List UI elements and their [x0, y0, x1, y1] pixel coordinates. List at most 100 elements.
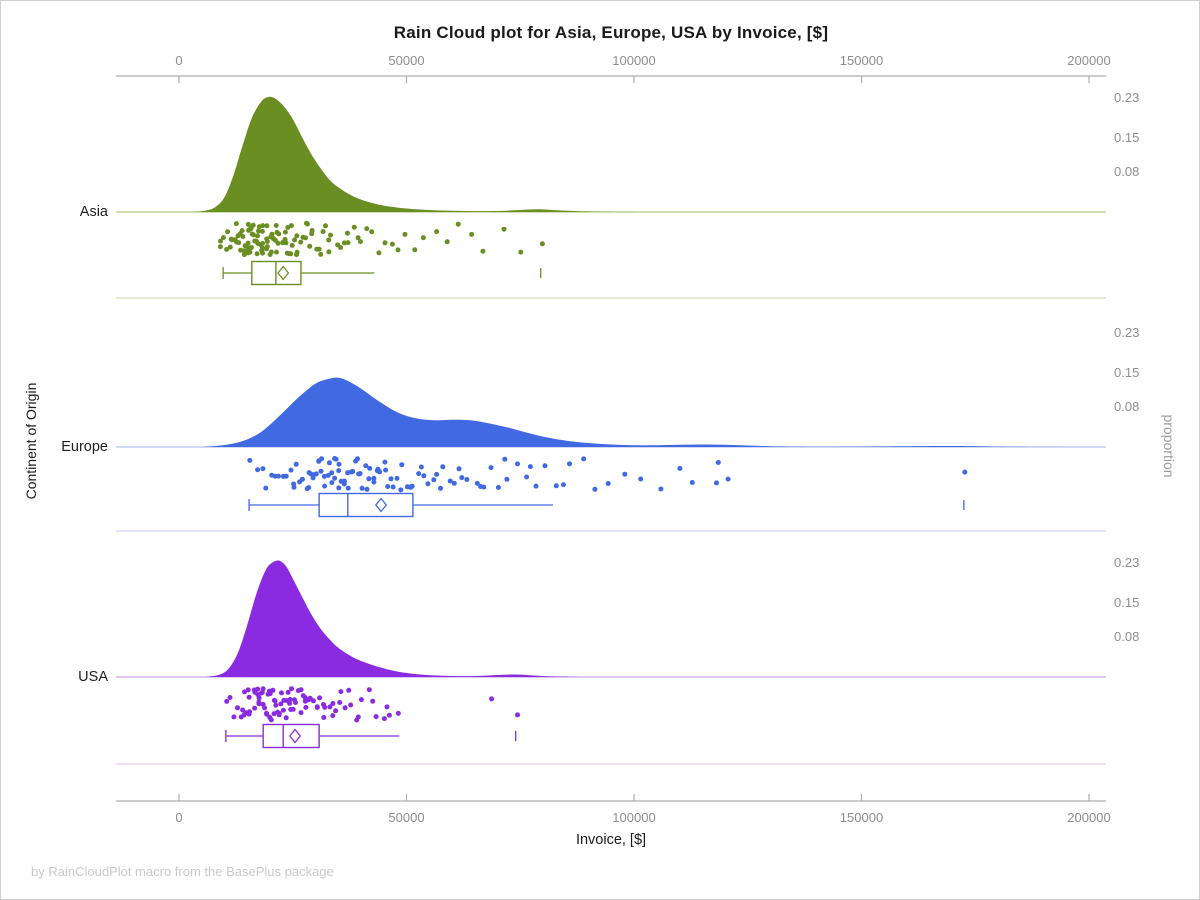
rain-point-asia: [250, 232, 256, 238]
rain-point-asia: [245, 240, 251, 246]
x-axis-tick-label: 150000: [839, 53, 884, 68]
attribution-footer: by RainCloudPlot macro from the BasePlus…: [31, 864, 334, 879]
rain-point-europe: [527, 464, 533, 470]
proportion-tick-label: 0.23: [1114, 555, 1140, 571]
rain-point-usa: [289, 686, 294, 692]
rain-point-asia: [276, 231, 282, 237]
proportion-tick-label: 0.23: [1114, 325, 1140, 341]
rain-point-usa: [280, 707, 286, 713]
rain-point-usa: [348, 702, 354, 708]
rain-point-europe: [293, 461, 299, 467]
rain-point-asia: [320, 229, 326, 235]
rain-point-europe: [322, 483, 328, 489]
rain-point-asia: [224, 246, 230, 252]
box-iqr-europe: [318, 492, 414, 518]
rain-point-asia: [316, 246, 322, 252]
rain-point-asia: [328, 232, 333, 238]
rain-point-europe: [447, 478, 453, 484]
x-axis-tick-label: 200000: [1067, 53, 1111, 68]
rain-point-asia: [389, 241, 395, 247]
rain-point-usa: [290, 706, 296, 712]
mean-diamond-asia: [277, 265, 290, 281]
proportion-tick-label: 0.08: [1114, 399, 1140, 415]
rain-point-europe: [385, 484, 391, 489]
rain-point-asia: [239, 228, 245, 234]
rain-point-asia: [294, 233, 300, 239]
rain-point-europe: [438, 485, 443, 491]
rain-point-europe: [260, 466, 266, 472]
rain-point-asia: [292, 237, 297, 243]
rain-point-europe: [366, 476, 372, 482]
mean-diamond-europe: [374, 497, 388, 513]
rain-point-europe: [434, 471, 440, 477]
density-cloud-europe: [201, 377, 1089, 447]
rain-point-usa: [338, 689, 344, 695]
rain-point-asia: [241, 248, 247, 254]
x-axis-tick-label: 200000: [1067, 810, 1111, 825]
rain-point-usa: [330, 713, 336, 719]
rain-point-europe: [247, 457, 253, 463]
rain-point-asia: [268, 249, 274, 255]
rain-point-europe: [399, 462, 405, 468]
rain-point-europe: [560, 482, 566, 488]
rain-point-asia: [274, 249, 279, 255]
rain-point-asia: [326, 237, 332, 243]
rain-point-asia: [288, 251, 294, 257]
category-label-asia: Asia: [79, 204, 108, 220]
rain-point-usa: [307, 695, 313, 701]
rain-point-asia: [351, 224, 357, 230]
rain-point-europe: [325, 472, 331, 478]
rain-point-europe: [306, 485, 312, 491]
rain-point-usa: [272, 698, 278, 704]
mean-diamond-usa: [288, 728, 302, 744]
rain-point-europe: [677, 465, 683, 471]
rain-point-usa: [358, 697, 364, 703]
rain-point-europe: [318, 468, 324, 474]
rain-point-asia: [294, 249, 300, 255]
rain-point-europe: [451, 480, 457, 486]
rain-point-asia: [355, 235, 361, 241]
rain-point-europe: [345, 485, 351, 491]
rain-point-usa: [255, 686, 261, 692]
rain-point-usa: [285, 689, 291, 695]
rain-point-usa: [287, 700, 293, 706]
rain-point-europe: [383, 467, 389, 473]
rain-point-europe: [622, 471, 628, 477]
rain-point-usa: [227, 695, 233, 700]
rain-point-asia: [402, 231, 408, 237]
rain-point-europe: [418, 464, 424, 470]
rain-point-usa: [346, 687, 352, 693]
rain-point-asia: [258, 242, 263, 248]
rain-point-asia: [455, 221, 461, 227]
rain-point-usa: [273, 702, 279, 708]
rain-point-asia: [501, 226, 507, 232]
rain-point-usa: [278, 701, 284, 707]
rain-point-usa: [298, 710, 304, 716]
rain-point-europe: [715, 460, 721, 465]
density-cloud-asia: [192, 96, 1089, 212]
rain-point-asia: [225, 229, 231, 235]
rain-point-usa: [283, 715, 289, 721]
rain-point-asia: [376, 250, 382, 256]
x-axis-tick-label: 100000: [612, 810, 656, 825]
rain-point-usa: [330, 701, 336, 706]
rain-point-asia: [395, 247, 401, 253]
rain-point-europe: [375, 466, 381, 472]
rain-point-europe: [714, 480, 719, 486]
proportion-tick-label: 0.08: [1114, 629, 1140, 645]
rain-point-asia: [250, 222, 256, 228]
rain-point-asia: [382, 240, 388, 246]
rain-point-europe: [355, 456, 360, 462]
rain-point-usa: [256, 695, 262, 701]
rain-point-europe: [275, 473, 281, 479]
rain-point-asia: [305, 221, 310, 227]
rain-point-asia: [247, 249, 253, 255]
rain-point-usa: [224, 698, 230, 704]
rain-point-usa: [276, 710, 282, 716]
proportion-tick-label: 0.23: [1114, 90, 1140, 106]
rain-point-asia: [254, 251, 260, 257]
rain-point-europe: [605, 481, 611, 486]
rain-point-asia: [341, 240, 347, 246]
rain-point-europe: [416, 471, 422, 477]
rain-point-usa: [489, 696, 495, 702]
